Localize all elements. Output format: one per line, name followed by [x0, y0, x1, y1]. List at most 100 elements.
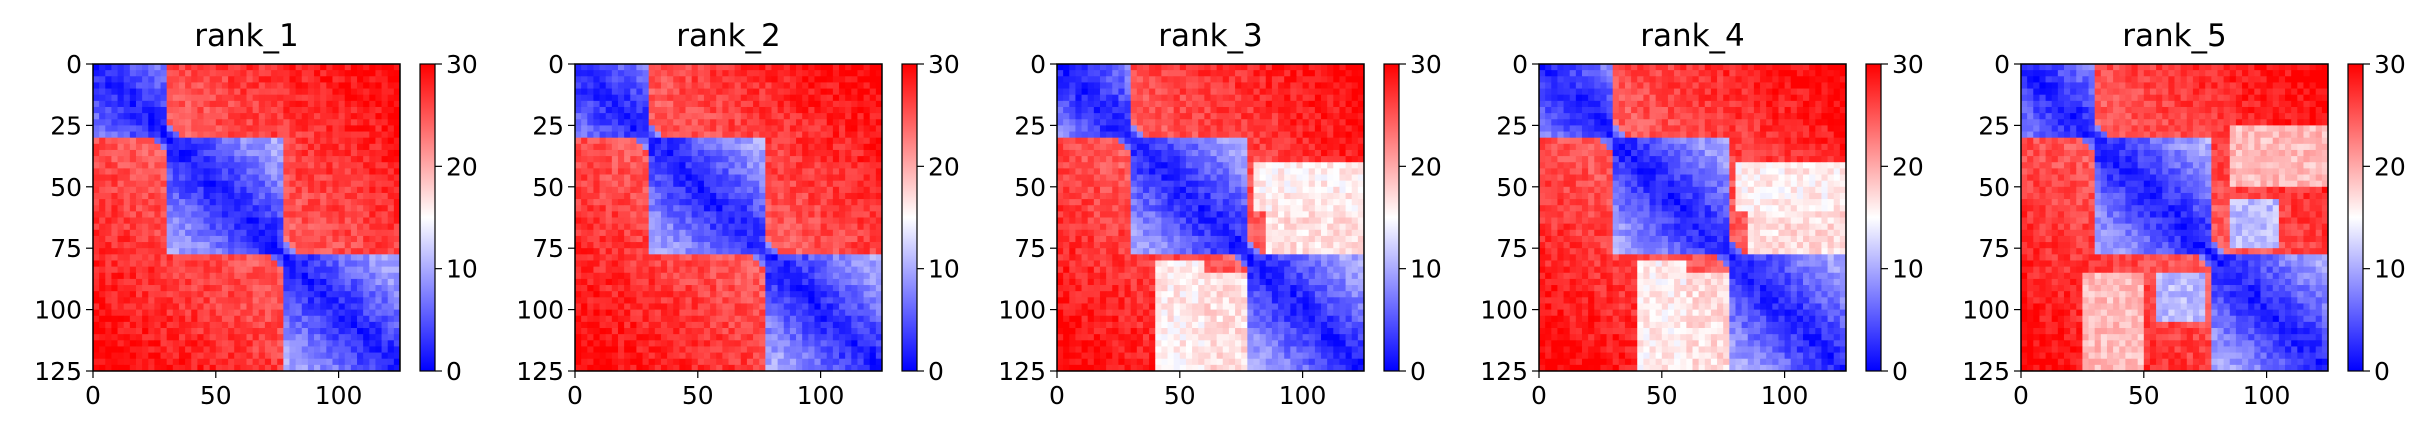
- heatmap-cell: [178, 346, 186, 353]
- heatmap-cell: [369, 266, 376, 274]
- heatmap-cell: [178, 125, 186, 132]
- heatmap-cell: [160, 248, 168, 255]
- heatmap-cell: [624, 82, 631, 89]
- heatmap-cell: [734, 186, 742, 194]
- heatmap-cell: [344, 180, 352, 188]
- heatmap-cell: [753, 186, 760, 194]
- heatmap-cell: [679, 82, 686, 89]
- heatmap-cell: [673, 156, 680, 163]
- heatmap-cell: [575, 186, 582, 194]
- heatmap-cell: [783, 174, 791, 182]
- heatmap-cell: [587, 309, 594, 317]
- heatmap-cell: [271, 217, 278, 225]
- heatmap-cell: [93, 131, 100, 139]
- heatmap-cell: [587, 137, 594, 145]
- heatmap-cell: [154, 125, 161, 132]
- heatmap-cell: [234, 297, 241, 304]
- heatmap-cell: [99, 352, 106, 360]
- heatmap-cell: [679, 285, 686, 292]
- heatmap-cell: [135, 223, 143, 231]
- heatmap-cell: [129, 358, 137, 366]
- heatmap-cell: [722, 346, 729, 353]
- heatmap-cell: [178, 285, 186, 292]
- heatmap-cell: [654, 321, 662, 329]
- heatmap-cell: [832, 168, 840, 175]
- heatmap-cell: [135, 162, 143, 169]
- heatmap-cell: [599, 321, 607, 329]
- heatmap-cell: [123, 162, 131, 169]
- heatmap-cell: [135, 211, 143, 218]
- heatmap-cell: [673, 297, 680, 304]
- heatmap-cell: [673, 162, 680, 169]
- heatmap-cell: [307, 113, 315, 120]
- heatmap-cell: [393, 321, 401, 329]
- heatmap-cell: [587, 346, 594, 353]
- heatmap-cell: [142, 309, 149, 317]
- heatmap-cell: [783, 106, 791, 114]
- heatmap-cell: [301, 113, 309, 120]
- heatmap-cell: [289, 352, 297, 360]
- heatmap-cell: [857, 156, 864, 163]
- heatmap-cell: [320, 272, 327, 280]
- heatmap-cell: [393, 88, 401, 96]
- heatmap-cell: [332, 346, 339, 353]
- heatmap-cell: [191, 358, 198, 366]
- heatmap-cell: [326, 70, 333, 77]
- heatmap-cell: [344, 64, 352, 71]
- heatmap-cell: [135, 229, 143, 237]
- heatmap-cell: [252, 278, 260, 286]
- heatmap-cell: [344, 254, 352, 261]
- heatmap-cell: [648, 125, 656, 132]
- heatmap-cell: [789, 278, 797, 286]
- heatmap-cell: [814, 309, 821, 317]
- heatmap-cell: [277, 328, 284, 335]
- heatmap-cell: [710, 223, 717, 231]
- heatmap-cell: [93, 328, 100, 335]
- heatmap-cell: [295, 137, 303, 145]
- heatmap-cell: [802, 119, 809, 126]
- heatmap-cell: [875, 143, 883, 151]
- heatmap-cell: [722, 334, 729, 341]
- heatmap-cell: [185, 131, 192, 139]
- heatmap-cell: [617, 88, 625, 96]
- heatmap-cell: [734, 100, 742, 108]
- colorbar-tick-label: 20: [446, 152, 478, 181]
- heatmap-cell: [221, 254, 229, 261]
- heatmap-cell: [575, 199, 582, 206]
- heatmap-cell: [746, 229, 754, 237]
- heatmap-cell: [111, 149, 118, 157]
- heatmap-cell: [808, 186, 815, 194]
- heatmap-cell: [320, 205, 327, 212]
- heatmap-cell: [191, 285, 198, 292]
- heatmap-cell: [796, 248, 803, 255]
- heatmap-cell: [289, 223, 297, 231]
- heatmap-cell: [660, 205, 668, 212]
- heatmap-cell: [357, 100, 364, 108]
- heatmap-cell: [178, 260, 186, 268]
- heatmap-cell: [759, 94, 766, 102]
- heatmap-cell: [642, 340, 650, 347]
- heatmap-cell: [105, 235, 112, 243]
- heatmap-cell: [599, 106, 607, 114]
- heatmap-cell: [277, 149, 284, 157]
- heatmap-cell: [258, 358, 266, 366]
- heatmap-cell: [393, 334, 401, 341]
- heatmap-cell: [636, 303, 643, 310]
- heatmap-cell: [215, 260, 223, 268]
- heatmap-cell: [283, 149, 290, 157]
- heatmap-cell: [716, 278, 723, 286]
- heatmap-cell: [258, 205, 266, 212]
- heatmap-cell: [716, 106, 723, 114]
- heatmap-cell: [264, 334, 272, 341]
- heatmap-cell: [264, 186, 272, 194]
- heatmap-cell: [802, 70, 809, 77]
- heatmap-cell: [599, 162, 607, 169]
- heatmap-cell: [369, 162, 376, 169]
- heatmap-cell: [197, 192, 204, 200]
- heatmap-cell: [691, 76, 699, 83]
- heatmap-cell: [209, 260, 217, 268]
- heatmap-cell: [320, 321, 327, 329]
- heatmap-cell: [654, 278, 662, 286]
- heatmap-cell: [166, 137, 174, 145]
- heatmap-cell: [605, 297, 613, 304]
